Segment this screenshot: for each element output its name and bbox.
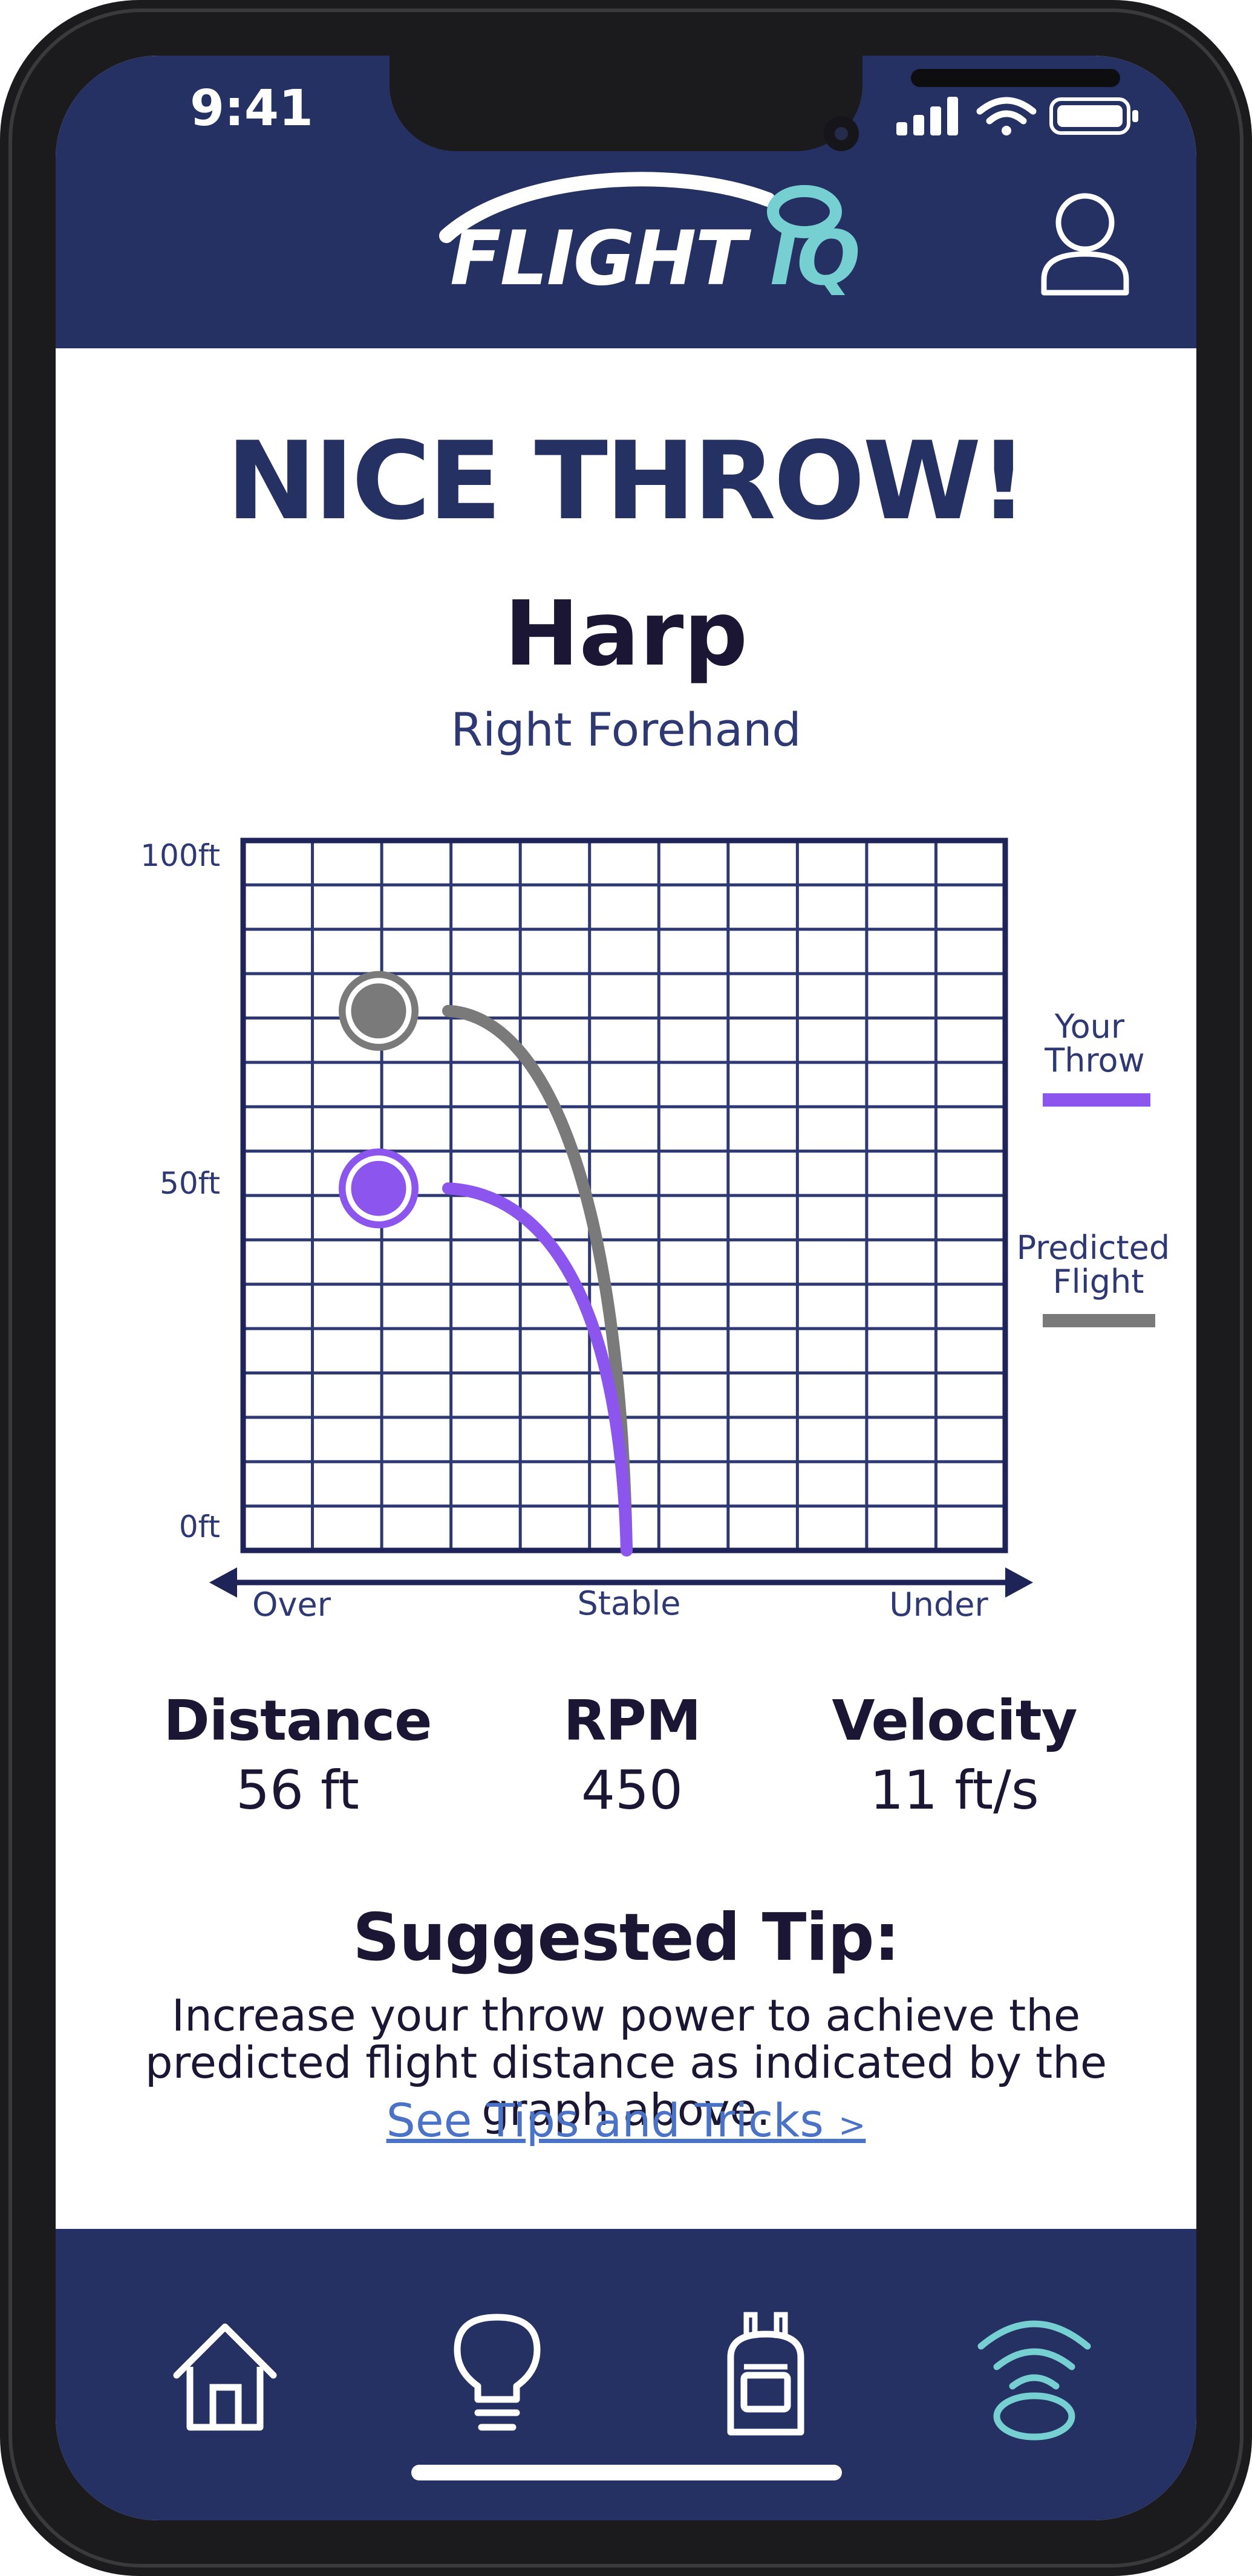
predicted-flight-marker bbox=[339, 971, 419, 1051]
x-axis-label-stable: Stable bbox=[577, 1584, 680, 1622]
x-axis-arrow-right bbox=[1005, 1567, 1033, 1598]
home-icon[interactable] bbox=[158, 2309, 292, 2442]
legend-label-line: Flight bbox=[1053, 1263, 1144, 1301]
suggested-tip-heading: Suggested Tip: bbox=[353, 1900, 900, 1976]
profile-icon[interactable] bbox=[1039, 189, 1131, 298]
flight-iq-logo: FLIGHT IQ bbox=[429, 169, 883, 302]
stat-label: Velocity bbox=[832, 1688, 1077, 1753]
legend-label-your-throw: Your Throw bbox=[1044, 1007, 1144, 1079]
front-camera bbox=[824, 116, 859, 151]
legend-your-throw: Your Throw bbox=[1043, 1007, 1150, 1107]
page-title: NICE THROW! bbox=[226, 418, 1028, 544]
screen: 9:41 bbox=[56, 56, 1196, 2520]
tips-and-tricks-link[interactable]: See Tips and Tricks > bbox=[56, 2093, 1196, 2147]
flight-chart: 100ft 50ft 0ft Over Stable Under Your bbox=[140, 838, 1181, 1624]
predicted-flight-line bbox=[442, 1004, 633, 1556]
your-throw-marker bbox=[339, 1148, 419, 1229]
battery-icon bbox=[1049, 97, 1138, 135]
stat-label: RPM bbox=[563, 1688, 702, 1753]
stat-rpm: RPM 450 bbox=[475, 1688, 789, 1821]
cellular-signal-icon bbox=[896, 97, 958, 135]
legend-label-line: Throw bbox=[1044, 1041, 1144, 1079]
your-throw-line bbox=[442, 1182, 633, 1556]
stat-label: Distance bbox=[163, 1688, 432, 1753]
logo-flight-arc bbox=[439, 172, 842, 243]
stat-value: 450 bbox=[581, 1759, 683, 1821]
status-icons bbox=[896, 97, 1138, 135]
speaker bbox=[911, 69, 1120, 87]
legend-label-predicted-flight: Predicted Flight bbox=[1017, 1229, 1181, 1301]
stat-distance: Distance 56 ft bbox=[140, 1688, 455, 1821]
x-axis-label-under: Under bbox=[889, 1586, 988, 1624]
backpack-icon[interactable] bbox=[699, 2309, 832, 2442]
x-axis-arrow-left bbox=[209, 1567, 237, 1598]
stat-value: 11 ft/s bbox=[870, 1759, 1039, 1821]
logo-text: FLIGHT IQ bbox=[450, 215, 861, 302]
chevron-right-icon: > bbox=[838, 2106, 866, 2144]
flight-signal-icon[interactable] bbox=[968, 2309, 1101, 2442]
stat-value: 56 ft bbox=[236, 1759, 359, 1821]
y-tick-label: 50ft bbox=[160, 1166, 220, 1201]
legend-predicted-flight: Predicted Flight bbox=[1017, 1229, 1181, 1327]
app-header: 9:41 bbox=[56, 56, 1196, 348]
phone-bezel bbox=[8, 8, 1244, 2568]
y-tick-label: 100ft bbox=[140, 838, 220, 873]
home-indicator[interactable] bbox=[411, 2465, 842, 2480]
tips-link-label: See Tips and Tricks bbox=[386, 2093, 824, 2147]
lightbulb-icon[interactable] bbox=[431, 2309, 564, 2442]
wifi-icon bbox=[976, 97, 1037, 135]
suggested-tip-text: Increase your throw power to achieve the… bbox=[145, 1990, 1107, 2135]
x-axis-label-over: Over bbox=[252, 1586, 331, 1624]
status-time: 9:41 bbox=[190, 80, 313, 137]
chart-grid bbox=[243, 841, 1005, 1550]
throw-stats: Distance 56 ft RPM 450 Velocity 11 ft/s bbox=[56, 1688, 1196, 1846]
notch bbox=[390, 56, 1120, 151]
disc-name: Harp bbox=[504, 582, 748, 686]
y-tick-label: 0ft bbox=[179, 1509, 220, 1544]
throw-style: Right Forehand bbox=[451, 703, 801, 756]
stat-velocity: Velocity 11 ft/s bbox=[797, 1688, 1112, 1821]
